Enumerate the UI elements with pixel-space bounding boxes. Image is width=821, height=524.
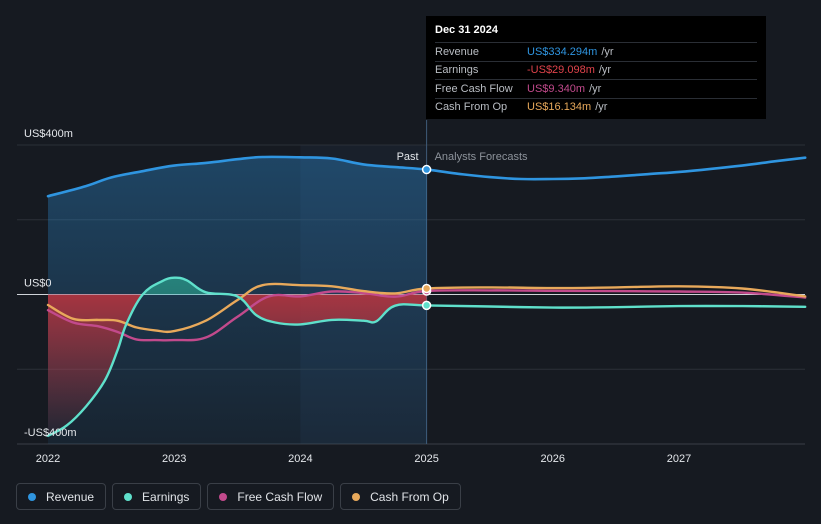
tooltip-value: -US$29.098m	[527, 64, 595, 77]
legend-label: Earnings	[142, 489, 190, 504]
tooltip-label: Revenue	[435, 45, 480, 58]
tooltip-unit: /yr	[595, 101, 608, 114]
legend-item-earnings[interactable]: Earnings	[112, 483, 202, 510]
tooltip-date: Dec 31 2024	[435, 24, 498, 36]
highlight-tooltip: Dec 31 2024 Revenue US$334.294m /yr Earn…	[426, 16, 766, 119]
revenue-highlight-point	[421, 164, 432, 175]
cash-from-op-line	[46, 282, 807, 334]
tooltip-unit: /yr	[598, 64, 612, 77]
earnings-line	[46, 276, 807, 437]
tooltip-value: US$334.294m	[527, 45, 598, 58]
legend-item-cash-from-op[interactable]: Cash From Op	[340, 483, 461, 510]
tooltip-unit: /yr	[601, 45, 614, 58]
tooltip-row-free-cash-flow: Free Cash Flow US$9.340m /yr	[435, 79, 757, 98]
legend-label: Free Cash Flow	[237, 489, 323, 504]
x-tick-label: 2026	[541, 453, 565, 465]
tooltip-row-earnings: Earnings -US$29.098m /yr	[435, 60, 757, 80]
tooltip-label: Earnings	[435, 64, 479, 77]
legend-swatch	[219, 492, 228, 501]
x-tick-label: 2023	[162, 453, 186, 465]
tooltip-row-cash-from-op: Cash From Op US$16.134m /yr	[435, 97, 757, 117]
legend-swatch	[124, 492, 133, 501]
tooltip-row-revenue: Revenue US$334.294m /yr	[435, 42, 757, 61]
legend-item-revenue[interactable]: Revenue	[16, 483, 107, 510]
legend-label: Revenue	[46, 489, 95, 504]
past-label: Past	[397, 151, 419, 163]
legend-item-free-cash-flow[interactable]: Free Cash Flow	[207, 483, 335, 510]
y-tick-label: US$400m	[24, 128, 73, 140]
legend-swatch	[28, 492, 36, 501]
x-tick-label: 2027	[667, 453, 691, 465]
cash-from-op-highlight-point	[421, 283, 432, 294]
forecast-label: Analysts Forecasts	[435, 151, 528, 163]
tooltip-label: Free Cash Flow	[435, 82, 513, 95]
y-tick-label: -US$400m	[24, 427, 77, 439]
tooltip-value: US$16.134m	[527, 101, 592, 114]
tooltip-label: Cash From Op	[435, 101, 508, 114]
x-tick-label: 2025	[414, 453, 438, 465]
earnings-highlight-point	[421, 300, 432, 311]
chart-legend: Revenue Earnings Free Cash Flow Cash Fro…	[16, 483, 461, 510]
legend-label: Cash From Op	[370, 489, 449, 504]
x-tick-label: 2022	[36, 453, 60, 465]
legend-swatch	[352, 492, 361, 501]
tooltip-value: US$9.340m	[527, 82, 586, 95]
x-tick-label: 2024	[288, 453, 312, 465]
tooltip-unit: /yr	[589, 82, 602, 95]
y-tick-label: US$0	[24, 278, 52, 290]
